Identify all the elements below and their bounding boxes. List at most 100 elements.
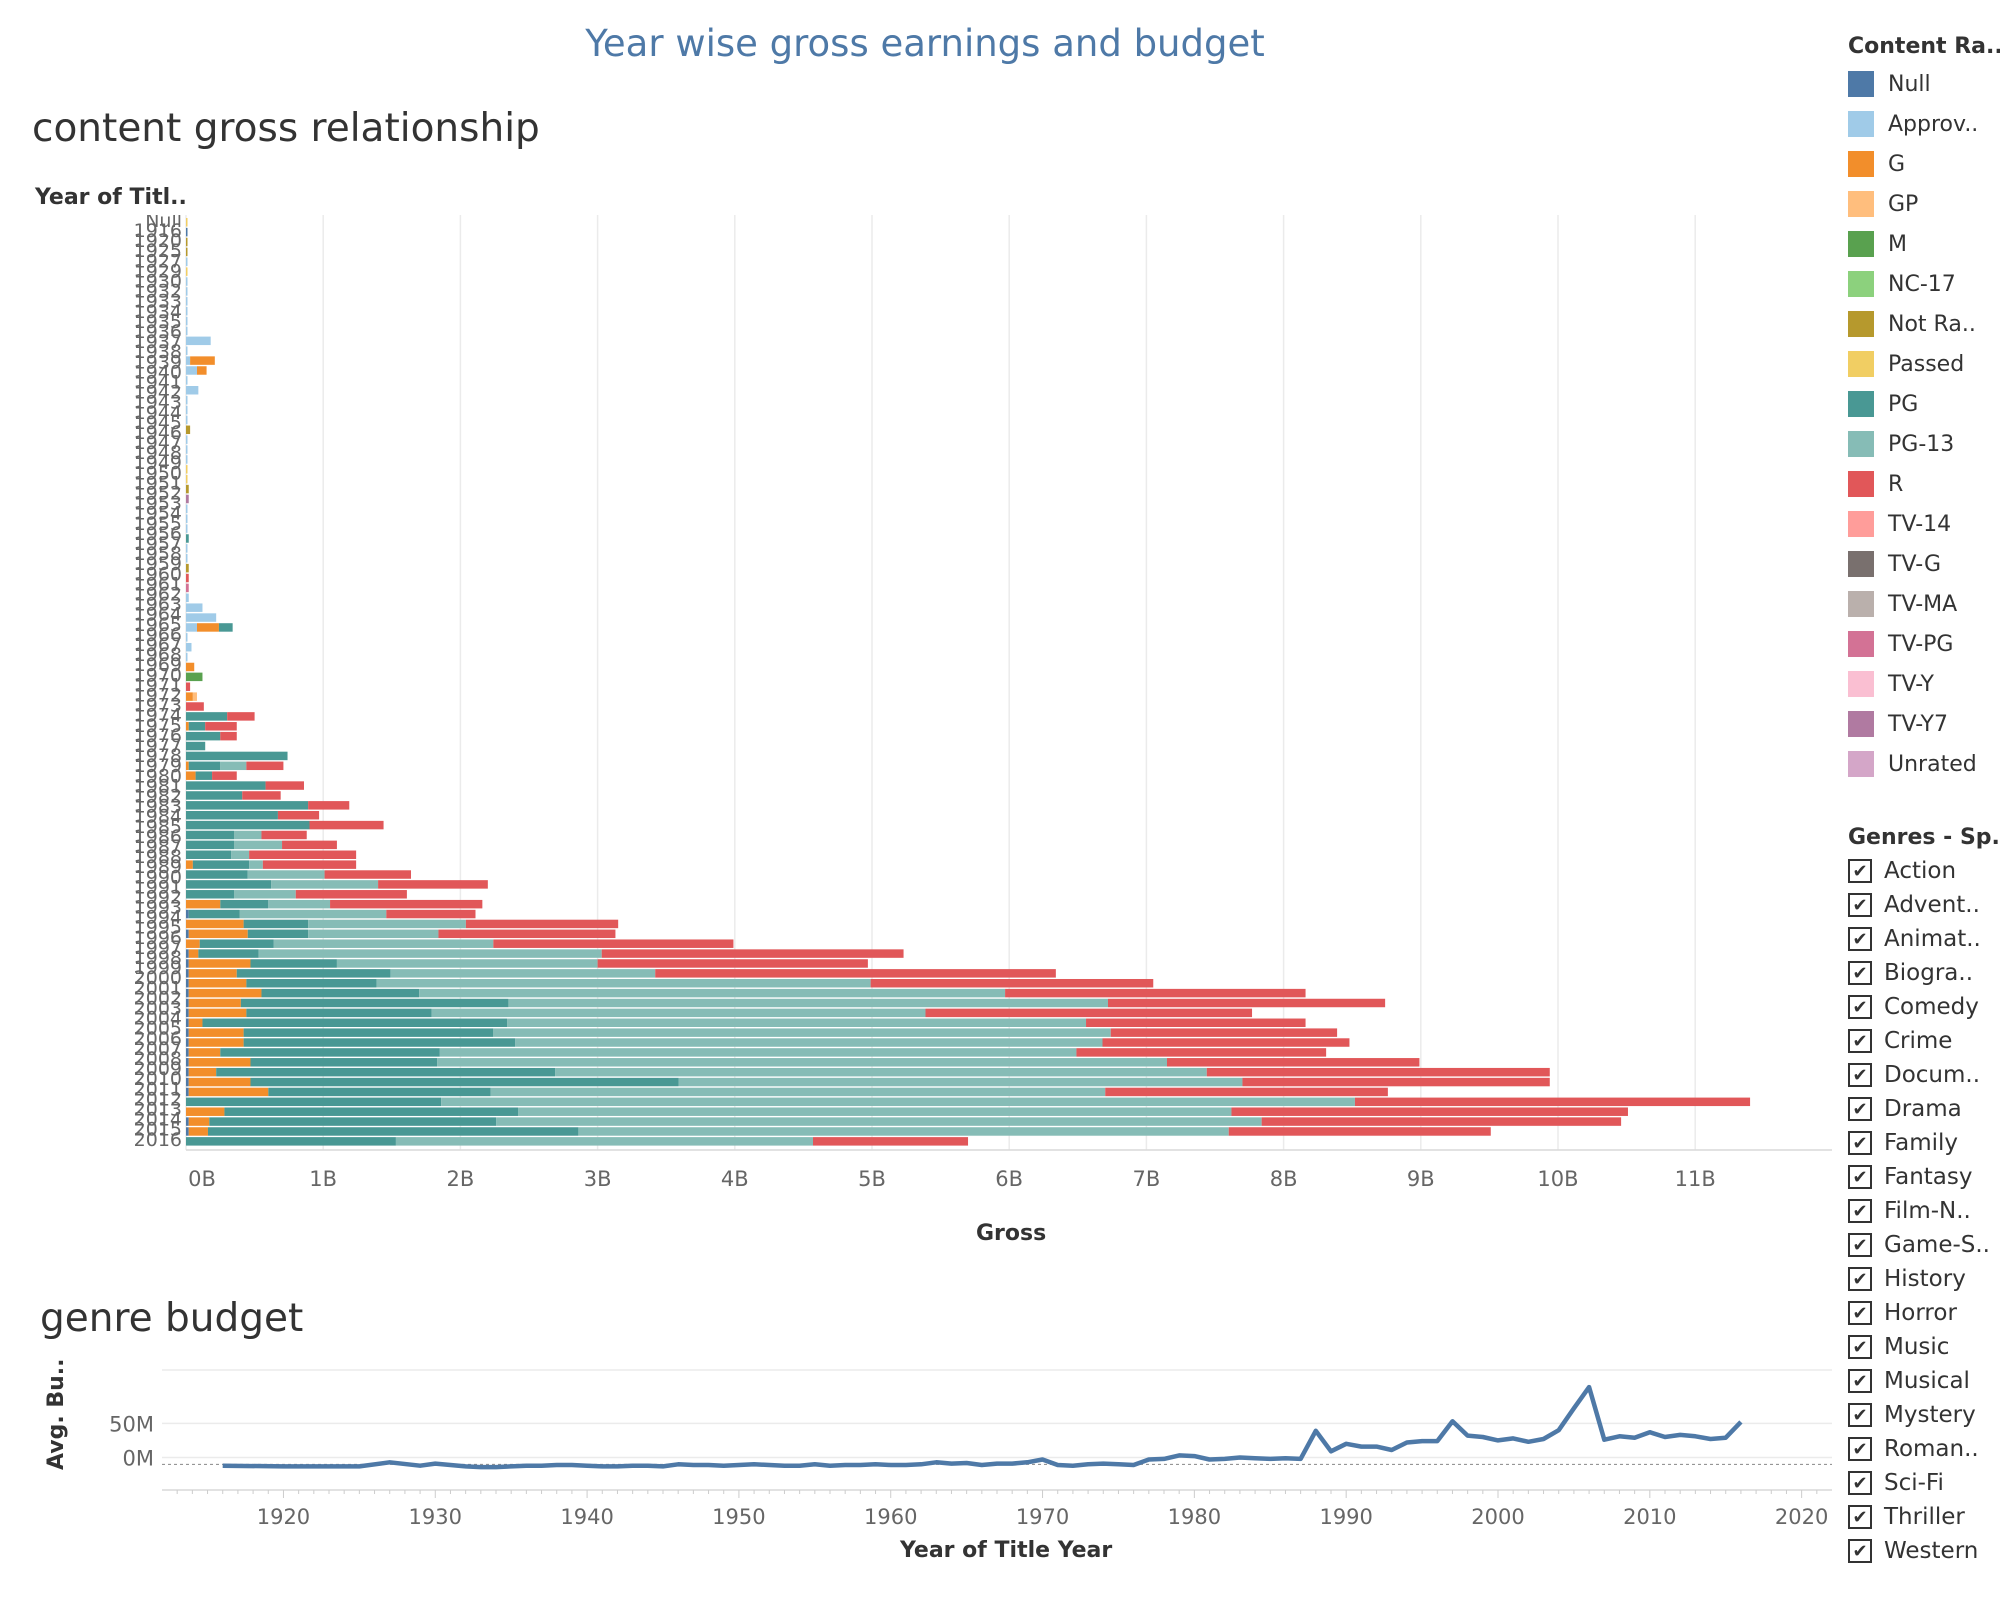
bar-segment[interactable] (234, 840, 283, 850)
bar-segment[interactable] (246, 1008, 432, 1018)
bar-segment[interactable] (308, 929, 439, 939)
bar-segment[interactable] (186, 593, 189, 603)
bar-segment[interactable] (188, 722, 206, 731)
filter-item[interactable]: ✔ Crime (1848, 1024, 2000, 1058)
filter-item[interactable]: ✔ Biogra.. (1848, 956, 2000, 990)
filter-item[interactable]: ✔ Mystery (1848, 1398, 2000, 1432)
bar-segment[interactable] (188, 978, 247, 988)
legend-item[interactable]: Passed (1848, 344, 2000, 384)
filter-item[interactable]: ✔ Music (1848, 1330, 2000, 1364)
legend-item[interactable]: G (1848, 144, 2000, 184)
bar-segment[interactable] (190, 356, 215, 365)
bar-segment[interactable] (188, 1008, 247, 1018)
bar-segment[interactable] (186, 1097, 442, 1107)
checkbox-checked-icon[interactable]: ✔ (1848, 1437, 1872, 1461)
bar-segment[interactable] (243, 919, 309, 929)
bar-segment[interactable] (188, 1117, 210, 1126)
checkbox-checked-icon[interactable]: ✔ (1848, 961, 1872, 985)
bar-segment[interactable] (438, 929, 616, 939)
bar-segment[interactable] (1242, 1077, 1550, 1087)
bar-segment[interactable] (249, 860, 263, 869)
bar-segment[interactable] (186, 959, 189, 968)
bar-segment[interactable] (224, 1107, 519, 1116)
bar-segment[interactable] (192, 860, 250, 869)
bar-segment[interactable] (1206, 1067, 1550, 1077)
bar-segment[interactable] (186, 534, 189, 543)
bar-segment[interactable] (186, 346, 188, 355)
bar-segment[interactable] (186, 613, 217, 622)
bar-segment[interactable] (378, 880, 488, 889)
bar-segment[interactable] (220, 899, 269, 909)
bar-segment[interactable] (186, 237, 188, 247)
bar-segment[interactable] (186, 1028, 189, 1037)
checkbox-checked-icon[interactable]: ✔ (1848, 1505, 1872, 1529)
legend-item[interactable]: Unrated (1848, 744, 2000, 784)
bar-segment[interactable] (186, 455, 188, 464)
bar-segment[interactable] (186, 247, 188, 257)
bar-segment[interactable] (376, 978, 871, 988)
bar-segment[interactable] (268, 1087, 491, 1097)
filter-item[interactable]: ✔ Fantasy (1848, 1160, 2000, 1194)
bar-segment[interactable] (186, 267, 188, 276)
bar-segment[interactable] (555, 1067, 1207, 1077)
bar-segment[interactable] (186, 761, 189, 771)
bar-segment[interactable] (188, 1058, 251, 1067)
bar-segment[interactable] (186, 1018, 189, 1028)
legend-item[interactable]: Not Ra.. (1848, 304, 2000, 344)
bar-segment[interactable] (250, 1077, 679, 1087)
bar-segment[interactable] (186, 702, 204, 711)
bar-segment[interactable] (1102, 1038, 1350, 1047)
bar-segment[interactable] (188, 929, 248, 939)
bar-segment[interactable] (188, 1038, 244, 1047)
bar-segment[interactable] (186, 425, 191, 435)
bar-segment[interactable] (220, 761, 247, 771)
bar-segment[interactable] (186, 287, 188, 296)
bar-segment[interactable] (246, 761, 284, 771)
bar-segment[interactable] (188, 949, 199, 958)
bar-segment[interactable] (199, 939, 274, 948)
legend-item[interactable]: TV-14 (1848, 504, 2000, 544)
bar-segment[interactable] (186, 277, 188, 286)
bar-segment[interactable] (186, 909, 189, 919)
bar-segment[interactable] (240, 998, 509, 1008)
checkbox-checked-icon[interactable]: ✔ (1848, 1267, 1872, 1291)
bar-segment[interactable] (518, 1107, 1232, 1116)
bar-segment[interactable] (1110, 1028, 1338, 1037)
legend-item[interactable]: TV-MA (1848, 584, 2000, 624)
bar-segment[interactable] (1166, 1058, 1420, 1067)
bar-segment[interactable] (655, 969, 1056, 978)
bar-segment[interactable] (227, 712, 255, 721)
bar-segment[interactable] (234, 890, 296, 899)
budget-line[interactable] (222, 1384, 1743, 1470)
bar-segment[interactable] (186, 544, 188, 553)
bar-segment[interactable] (242, 791, 281, 800)
checkbox-checked-icon[interactable]: ✔ (1848, 1233, 1872, 1257)
bar-segment[interactable] (188, 761, 221, 771)
legend-item[interactable]: GP (1848, 184, 2000, 224)
bar-segment[interactable] (277, 810, 320, 820)
bar-segment[interactable] (258, 949, 602, 958)
bar-segment[interactable] (601, 949, 904, 958)
bar-segment[interactable] (186, 988, 189, 998)
filter-item[interactable]: ✔ Musical (1848, 1364, 2000, 1398)
bar-segment[interactable] (186, 939, 200, 948)
bar-segment[interactable] (186, 870, 248, 879)
line-chart[interactable]: 0M 50M 1920 1930 1940 1950 1960 1970 1980 1990 200… (0, 1360, 1840, 1530)
bar-segment[interactable] (419, 988, 1006, 998)
bar-segment[interactable] (186, 850, 232, 859)
bar-segment[interactable] (1261, 1117, 1622, 1126)
bar-segment[interactable] (186, 682, 191, 691)
bar-segment[interactable] (249, 850, 357, 859)
bar-segment[interactable] (1228, 1127, 1491, 1136)
filter-item[interactable]: ✔ Horror (1848, 1296, 2000, 1330)
bar-segment[interactable] (243, 1028, 494, 1037)
bar-segment[interactable] (186, 712, 228, 721)
legend-item[interactable]: TV-Y7 (1848, 704, 2000, 744)
bar-segment[interactable] (308, 919, 466, 929)
bar-segment[interactable] (496, 1117, 1262, 1126)
bar-segment[interactable] (231, 850, 250, 859)
bar-segment[interactable] (273, 939, 494, 948)
legend-item[interactable]: Null (1848, 64, 2000, 104)
bar-segment[interactable] (186, 563, 189, 573)
bar-segment[interactable] (198, 949, 259, 958)
